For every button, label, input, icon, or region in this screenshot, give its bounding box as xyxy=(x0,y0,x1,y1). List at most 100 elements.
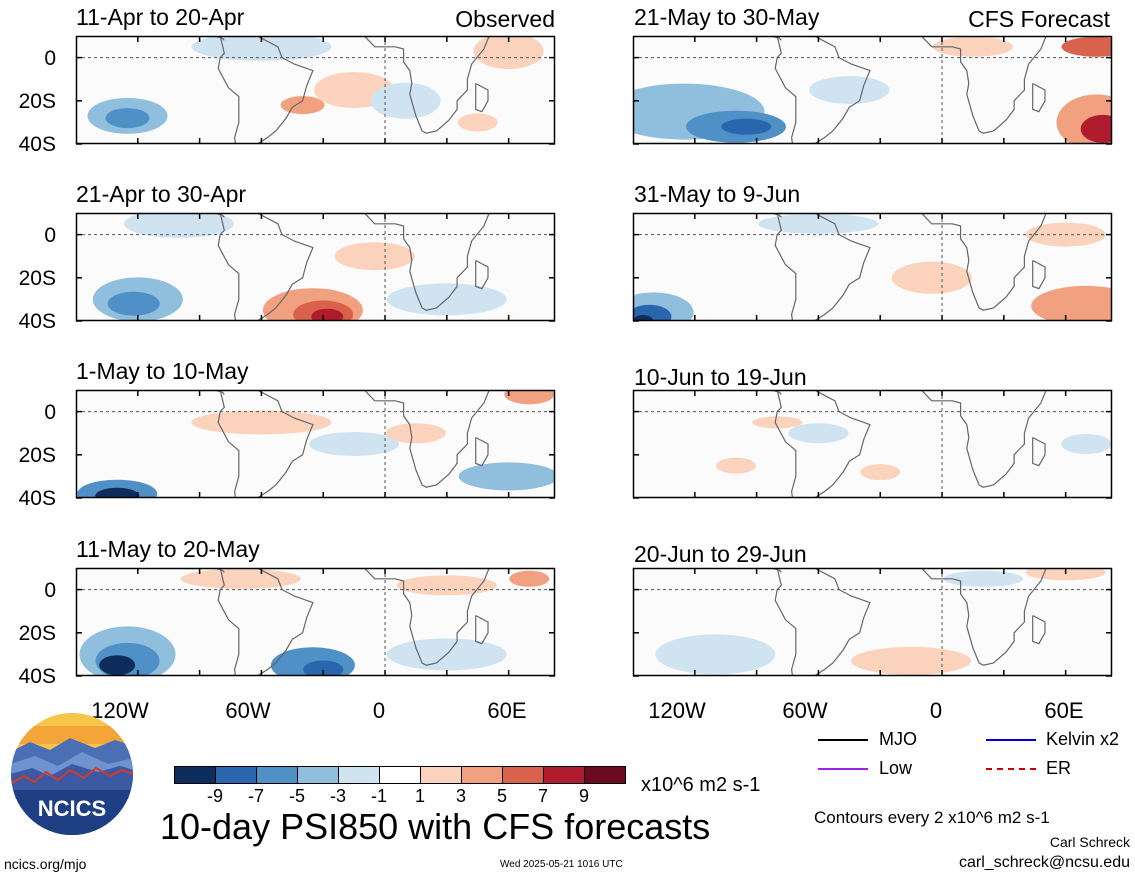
y-tick-20s-row3: 20S xyxy=(18,444,56,467)
anomaly-contour xyxy=(107,291,160,316)
coastline xyxy=(217,568,314,676)
anomaly-contour xyxy=(95,487,140,498)
coastline xyxy=(217,390,314,498)
anomaly-contour xyxy=(788,423,849,444)
anomaly-contour xyxy=(99,655,136,676)
coastline xyxy=(774,213,871,321)
x-tick-120w-left: 120W xyxy=(91,698,149,723)
panel-title-right-3: 10-Jun to 19-Jun xyxy=(634,364,807,390)
x-tick-60e-right: 60E xyxy=(1044,698,1084,723)
coastline xyxy=(1032,614,1046,645)
coastline xyxy=(475,259,489,290)
x-tick-0-left: 0 xyxy=(372,698,386,723)
y-tick-0-row3: 0 xyxy=(44,401,56,424)
y-tick-40s-row3: 40S xyxy=(18,487,56,510)
panel-title-right-4: 20-Jun to 29-Jun xyxy=(634,541,807,567)
colorbar-swatch xyxy=(543,766,585,784)
colorbar-swatch xyxy=(584,766,626,784)
y-tick-0-row1: 0 xyxy=(44,47,56,70)
colorbar-label: -9 xyxy=(206,786,223,806)
coastline xyxy=(1032,82,1046,113)
colorbar-swatch xyxy=(297,766,339,784)
x-tick-60e-left: 60E xyxy=(487,698,527,723)
anomaly-contour xyxy=(509,570,550,587)
colorbar-label: 3 xyxy=(455,786,466,806)
anomaly-contour xyxy=(758,213,879,234)
panel-title-left-3: 1-May to 10-May xyxy=(76,358,249,384)
y-tick-0-row2: 0 xyxy=(44,224,56,247)
panel-title-left-4: 11-May to 20-May xyxy=(76,536,260,562)
site-link[interactable]: ncics.org/mjo xyxy=(4,856,87,872)
map-panel-left-1 xyxy=(75,35,556,145)
anomaly-contour xyxy=(457,113,498,132)
colorbar-swatch xyxy=(461,766,503,784)
logo-text: NCICS xyxy=(38,796,106,821)
y-tick-20s-row1: 20S xyxy=(18,90,56,113)
coastline xyxy=(920,390,1047,488)
colorbar-label: -3 xyxy=(329,786,346,806)
colorbar-label: -7 xyxy=(247,786,264,806)
coastline xyxy=(774,568,871,676)
anomaly-contour xyxy=(1031,285,1112,321)
colorbar-label: 1 xyxy=(414,786,425,806)
coastline xyxy=(363,568,490,666)
coastline xyxy=(213,36,225,41)
coastline xyxy=(1032,436,1046,467)
colorbar-swatch xyxy=(420,766,462,784)
coastline xyxy=(920,568,1047,666)
anomaly-contour xyxy=(752,416,803,429)
panel-title-right-2: 31-May to 9-Jun xyxy=(634,181,801,207)
anomaly-contour xyxy=(721,118,772,135)
coastline xyxy=(475,436,489,467)
coastline xyxy=(213,213,225,218)
coastline xyxy=(774,36,871,144)
colorbar-label: 7 xyxy=(537,786,548,806)
anomaly-contour xyxy=(943,570,1024,587)
y-tick-40s-row4: 40S xyxy=(18,665,56,688)
coastline xyxy=(475,614,489,645)
main-title: 10-day PSI850 with CFS forecasts xyxy=(160,806,711,847)
anomaly-contour xyxy=(124,213,234,238)
coastline xyxy=(920,36,1047,134)
anomaly-contour xyxy=(370,82,441,119)
map-panel-right-1 xyxy=(632,35,1113,145)
colorbar-label: -5 xyxy=(288,786,305,806)
y-tick-20s-row4: 20S xyxy=(18,622,56,645)
panel-title-left-1: 11-Apr to 20-Apr xyxy=(76,4,245,30)
colorbar-swatch xyxy=(215,766,257,784)
anomaly-contour xyxy=(311,308,344,321)
anomaly-contour xyxy=(191,36,332,61)
panel-frame xyxy=(632,212,1113,322)
coastline xyxy=(217,36,314,144)
x-tick-120w-right: 120W xyxy=(648,698,706,723)
anomaly-contour xyxy=(504,390,555,405)
observed-tag: Observed xyxy=(455,6,555,32)
panel-frame xyxy=(75,389,556,499)
anomaly-contour xyxy=(303,660,344,676)
y-tick-20s-row2: 20S xyxy=(18,267,56,290)
legend-kelvin-label: Kelvin x2 xyxy=(1046,729,1120,749)
y-tick-40s-row2: 40S xyxy=(18,310,56,333)
colorbar-swatch xyxy=(379,766,421,784)
legend-mjo-line xyxy=(818,739,868,741)
anomaly-contour xyxy=(633,315,654,321)
anomaly-contour xyxy=(809,76,890,104)
coastline xyxy=(770,213,782,218)
panel-frame xyxy=(632,35,1113,145)
y-tick-0-row4: 0 xyxy=(44,579,56,602)
anomaly-contour xyxy=(1061,434,1112,454)
anomaly-contour xyxy=(191,410,332,435)
anomaly-contour xyxy=(655,634,776,675)
author-email: carl_schreck@ncsu.edu xyxy=(959,854,1130,871)
panel-title-right-1: 21-May to 30-May xyxy=(634,4,820,30)
anomaly-contour xyxy=(473,36,544,70)
map-panel-left-3 xyxy=(75,389,556,499)
anomaly-contour xyxy=(716,457,756,474)
anomaly-contour xyxy=(932,36,1013,57)
anomaly-contour xyxy=(180,568,301,589)
colorbar-label: 5 xyxy=(496,786,507,806)
coastline xyxy=(363,390,490,488)
panel-frame xyxy=(75,567,556,677)
colorbar-label: -1 xyxy=(370,786,387,806)
x-tick-60w-left: 60W xyxy=(225,698,271,723)
